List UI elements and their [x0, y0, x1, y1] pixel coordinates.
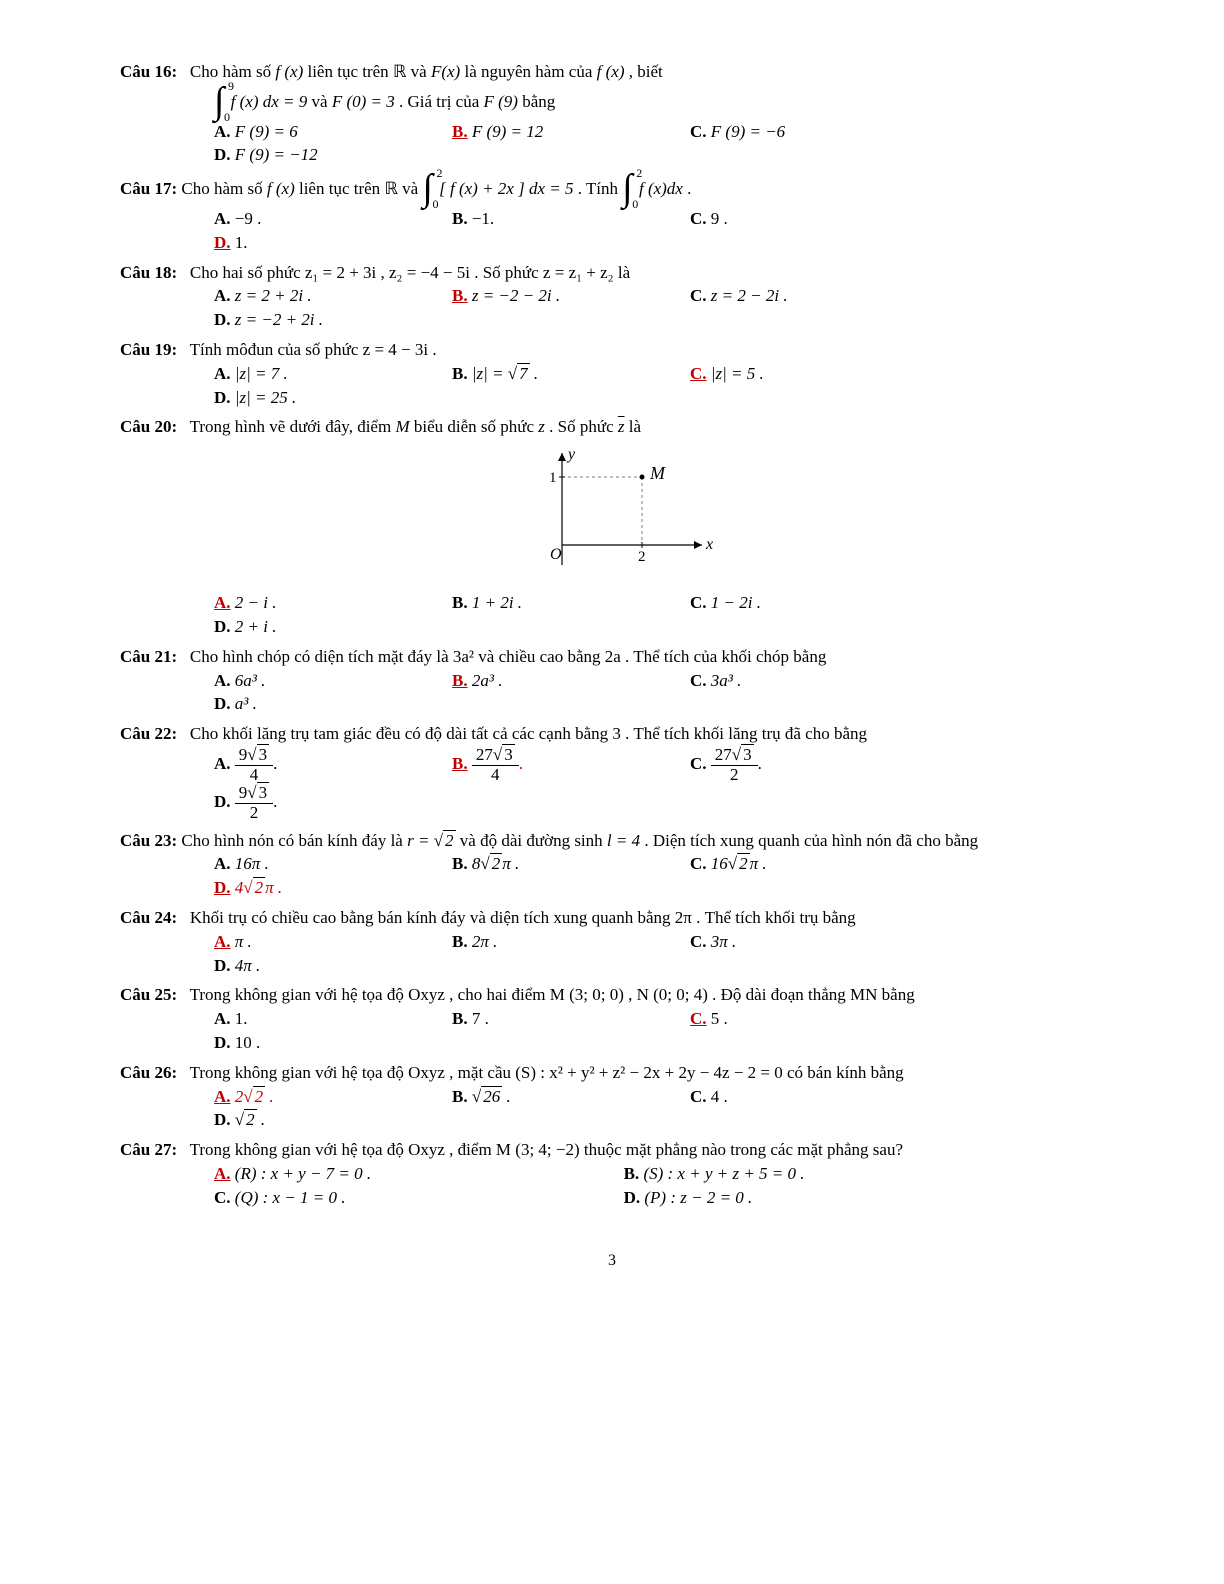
q21-B: B. 2a³ . — [452, 669, 690, 693]
q21-A: A. 6a³ . — [214, 669, 452, 693]
svg-text:M: M — [649, 463, 666, 483]
q22-label: Câu 22: — [120, 724, 177, 743]
integral-icon: 2 ∫ 0 — [622, 173, 632, 207]
question-17: Câu 17: Cho hàm số f (x) liên tục trên ℝ… — [120, 173, 1104, 254]
q27-C: C. (Q) : x − 1 = 0 . — [214, 1186, 624, 1210]
question-18: Câu 18: Cho hai số phức z₁ = 2 + 3i , z₂… — [120, 261, 1104, 332]
page-number: 3 — [120, 1250, 1104, 1272]
q20-D: D. 2 + i . — [214, 615, 452, 639]
q20-diagram: O x y M 1 2 — [502, 445, 722, 585]
q22-A: A. 934. — [214, 746, 452, 784]
q27-label: Câu 27: — [120, 1140, 177, 1159]
q20-label: Câu 20: — [120, 417, 177, 436]
q18-D: D. z = −2 + 2i . — [214, 308, 452, 332]
q26-B: B. 26 . — [452, 1085, 690, 1109]
q18-label: Câu 18: — [120, 263, 177, 282]
q17-C: C. 9 . — [690, 207, 928, 231]
q17-B: B. −1. — [452, 207, 690, 231]
q21-label: Câu 21: — [120, 647, 177, 666]
q19-A: A. |z| = 7 . — [214, 362, 452, 386]
question-16: Câu 16: Cho hàm số f (x) liên tục trên ℝ… — [120, 60, 1104, 167]
q16-C: C. F (9) = −6 — [690, 120, 928, 144]
q18-options: A. z = 2 + 2i . B. z = −2 − 2i . C. z = … — [214, 284, 1104, 332]
q26-options: A. 22 . B. 26 . C. 4 . D. 2 . — [214, 1085, 1104, 1133]
svg-text:O: O — [550, 546, 562, 563]
q24-C: C. 3π . — [690, 930, 928, 954]
q26-label: Câu 26: — [120, 1063, 177, 1082]
q26-A: A. 22 . — [214, 1085, 452, 1109]
svg-text:1: 1 — [549, 470, 557, 486]
q21-D: D. a³ . — [214, 692, 452, 716]
q18-C: C. z = 2 − 2i . — [690, 284, 928, 308]
q22-options: A. 934. B. 2734. C. 2732. D. 932. — [214, 746, 1104, 823]
q25-C: C. 5 . — [690, 1007, 928, 1031]
q16-B: B. F (9) = 12 — [452, 120, 690, 144]
q21-options: A. 6a³ . B. 2a³ . C. 3a³ . D. a³ . — [214, 669, 1104, 717]
q16-stem: Câu 16: Cho hàm số f (x) liên tục trên ℝ… — [120, 60, 1104, 84]
q22-B: B. 2734. — [452, 746, 690, 784]
q24-D: D. 4π . — [214, 954, 452, 978]
q16-D: D. F (9) = −12 — [214, 143, 452, 167]
q16-options: A. F (9) = 6 B. F (9) = 12 C. F (9) = −6… — [214, 120, 1104, 168]
q27-options: A. (R) : x + y − 7 = 0 . B. (S) : x + y … — [214, 1162, 1104, 1210]
q19-D: D. |z| = 25 . — [214, 386, 452, 410]
q23-label: Câu 23: — [120, 831, 177, 850]
q23-A: A. 16π . — [214, 852, 452, 876]
question-19: Câu 19: Tính môđun của số phức z = 4 − 3… — [120, 338, 1104, 409]
question-23: Câu 23: Cho hình nón có bán kính đáy là … — [120, 829, 1104, 900]
q16-line2: 9 ∫ 0 f (x) dx = 9 và F (0) = 3 . Giá tr… — [214, 86, 1104, 120]
q23-options: A. 16π . B. 82π . C. 162π . D. 42π . — [214, 852, 1104, 900]
q25-D: D. 10 . — [214, 1031, 452, 1055]
q24-label: Câu 24: — [120, 908, 177, 927]
q18-B: B. z = −2 − 2i . — [452, 284, 690, 308]
q26-D: D. 2 . — [214, 1108, 452, 1132]
question-20: Câu 20: Trong hình vẽ dưới đây, điểm M b… — [120, 415, 1104, 638]
q17-options: A. −9 . B. −1. C. 9 . D. 1. — [214, 207, 1104, 255]
q27-A: A. (R) : x + y − 7 = 0 . — [214, 1162, 624, 1186]
q23-D: D. 42π . — [214, 876, 452, 900]
q25-options: A. 1. B. 7 . C. 5 . D. 10 . — [214, 1007, 1104, 1055]
question-24: Câu 24: Khối trụ có chiều cao bằng bán k… — [120, 906, 1104, 977]
q20-A: A. 2 − i . — [214, 591, 452, 615]
q25-label: Câu 25: — [120, 985, 177, 1004]
q27-B: B. (S) : x + y + z + 5 = 0 . — [624, 1162, 1034, 1186]
q25-B: B. 7 . — [452, 1007, 690, 1031]
q17-D: D. 1. — [214, 231, 452, 255]
integral-icon: 2 ∫ 0 — [422, 173, 432, 207]
q26-C: C. 4 . — [690, 1085, 928, 1109]
q19-options: A. |z| = 7 . B. |z| = 7 . C. |z| = 5 . D… — [214, 362, 1104, 410]
q17-A: A. −9 . — [214, 207, 452, 231]
q22-C: C. 2732. — [690, 746, 928, 784]
question-25: Câu 25: Trong không gian với hệ tọa độ O… — [120, 983, 1104, 1054]
q18-A: A. z = 2 + 2i . — [214, 284, 452, 308]
q20-B: B. 1 + 2i . — [452, 591, 690, 615]
q24-A: A. π . — [214, 930, 452, 954]
q17-label: Câu 17: — [120, 179, 177, 198]
question-27: Câu 27: Trong không gian với hệ tọa độ O… — [120, 1138, 1104, 1209]
q22-D: D. 932. — [214, 784, 452, 822]
q16-label: Câu 16: — [120, 62, 177, 81]
q21-C: C. 3a³ . — [690, 669, 928, 693]
q23-C: C. 162π . — [690, 852, 928, 876]
q27-D: D. (P) : z − 2 = 0 . — [624, 1186, 1034, 1210]
svg-text:x: x — [705, 536, 713, 553]
question-22: Câu 22: Cho khối lăng trụ tam giác đều c… — [120, 722, 1104, 823]
q19-B: B. |z| = 7 . — [452, 362, 690, 386]
question-26: Câu 26: Trong không gian với hệ tọa độ O… — [120, 1061, 1104, 1132]
q25-A: A. 1. — [214, 1007, 452, 1031]
svg-text:y: y — [566, 446, 576, 463]
q24-B: B. 2π . — [452, 930, 690, 954]
q20-options: A. 2 − i . B. 1 + 2i . C. 1 − 2i . D. 2 … — [214, 591, 1104, 639]
question-21: Câu 21: Cho hình chóp có diện tích mặt đ… — [120, 645, 1104, 716]
q19-C: C. |z| = 5 . — [690, 362, 928, 386]
q19-label: Câu 19: — [120, 340, 177, 359]
integral-icon: 9 ∫ 0 — [214, 86, 224, 120]
q20-C: C. 1 − 2i . — [690, 591, 928, 615]
svg-text:2: 2 — [638, 549, 646, 565]
q24-options: A. π . B. 2π . C. 3π . D. 4π . — [214, 930, 1104, 978]
q16-A: A. F (9) = 6 — [214, 120, 452, 144]
q23-B: B. 82π . — [452, 852, 690, 876]
